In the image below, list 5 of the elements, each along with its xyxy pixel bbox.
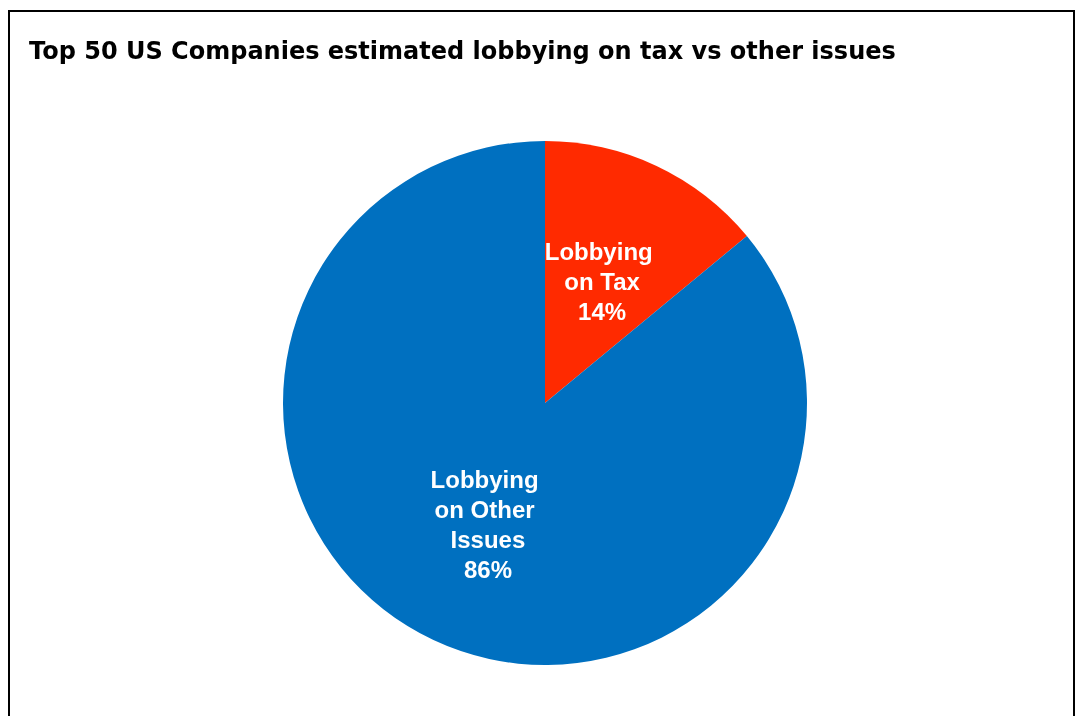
data-label: 86% [463, 555, 512, 583]
data-label: 14% [578, 298, 627, 326]
slice-label: Lobbying on Other Issues [430, 465, 546, 553]
chart-title: Top 50 US Companies estimated lobbying on tax vs other issues [29, 37, 896, 65]
slice-label: Lobbying on Tax [544, 238, 660, 296]
